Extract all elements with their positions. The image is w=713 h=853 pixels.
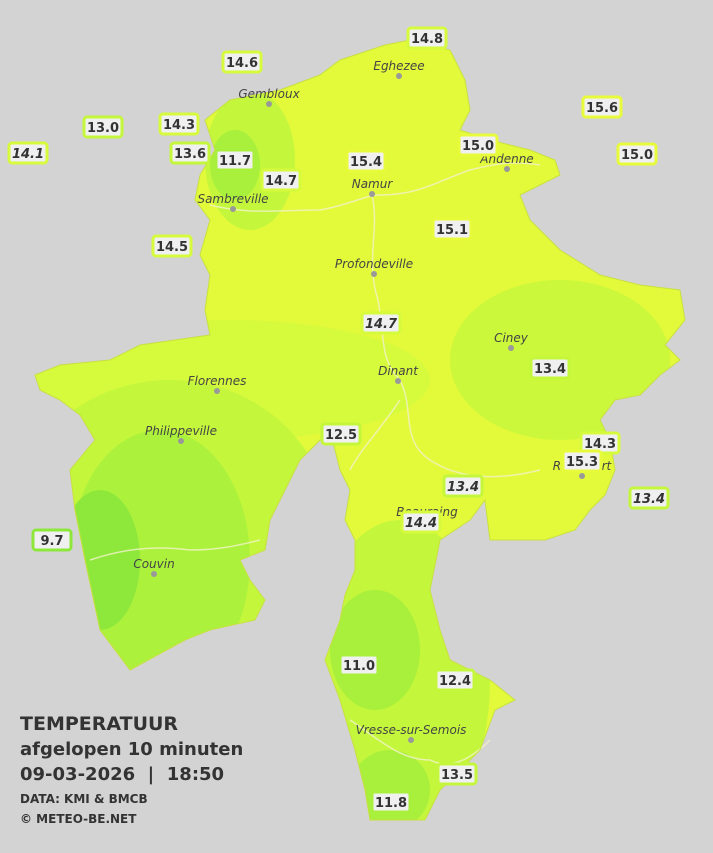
- city-label: Profondeville: [335, 257, 413, 271]
- zone: [330, 590, 420, 710]
- city-label: Couvin: [133, 557, 174, 571]
- station-value: 14.7: [265, 174, 297, 189]
- station-value: 13.6: [174, 147, 206, 162]
- station-box: [169, 141, 211, 165]
- station-box: [457, 133, 499, 157]
- cities: EghezeeGemblouxAndenneNamurSambrevillePr…: [133, 59, 613, 743]
- station-box: [345, 149, 387, 173]
- station-box: [214, 148, 256, 172]
- city-dot: [371, 271, 377, 277]
- station-box: [7, 141, 49, 165]
- city-dot: [214, 388, 220, 394]
- station-box: [434, 668, 476, 692]
- station-box: [338, 653, 380, 677]
- city-dot: [396, 73, 402, 79]
- station-box: [31, 528, 73, 552]
- station-value: 14.6: [226, 56, 258, 71]
- station-box: [628, 486, 670, 510]
- city-label: Sambreville: [197, 192, 268, 206]
- station-value: 14.1: [12, 147, 44, 162]
- station-value: 14.4: [405, 516, 437, 531]
- city-label: Vresse-sur-Semois: [356, 723, 467, 737]
- subtitle: afgelopen 10 minuten: [20, 739, 243, 760]
- station-value: 15.0: [621, 148, 653, 163]
- city-label: Namur: [352, 177, 394, 191]
- city-dot: [508, 345, 514, 351]
- river: [209, 162, 541, 212]
- station-value: 15.3: [566, 455, 598, 470]
- station-box: [581, 95, 623, 119]
- datetime: 09-03-2026 | 18:50: [20, 764, 224, 785]
- city-dot: [151, 571, 157, 577]
- city-dot: [408, 737, 414, 743]
- city-label: Ciney: [494, 331, 529, 345]
- station-box: [436, 762, 478, 786]
- station-box: [360, 311, 402, 335]
- copyright: © METEO-BE.NET: [20, 812, 137, 826]
- station-box: [400, 510, 442, 534]
- station-box: [82, 115, 124, 139]
- station-value: 12.4: [439, 674, 471, 689]
- station-value: 14.7: [365, 317, 398, 332]
- city-dot: [178, 438, 184, 444]
- city-label: Florennes: [188, 374, 247, 388]
- station-value: 11.7: [219, 154, 251, 169]
- city-dot: [579, 473, 585, 479]
- station-value: 11.8: [375, 796, 407, 811]
- station-value: 9.7: [40, 534, 63, 549]
- river: [349, 719, 491, 765]
- station-box: [431, 217, 473, 241]
- city-label: Philippeville: [145, 424, 217, 438]
- station-value: 15.0: [462, 139, 494, 154]
- station-value: 15.1: [436, 223, 468, 238]
- station-value: 13.4: [534, 362, 566, 377]
- city-label: Eghezee: [373, 59, 424, 73]
- station-box: [320, 422, 362, 446]
- river: [349, 399, 401, 471]
- station-box: [406, 26, 448, 50]
- source: DATA: KMI & BMCB: [20, 792, 148, 806]
- city-label: Dinant: [378, 364, 419, 378]
- station-box: [616, 142, 658, 166]
- station-box: [561, 449, 603, 473]
- station-value: 13.4: [633, 492, 665, 507]
- zone: [70, 430, 250, 690]
- river: [89, 539, 261, 561]
- station-value: 13.4: [447, 480, 479, 495]
- station-value: 12.5: [325, 428, 357, 443]
- station-value: 15.6: [586, 101, 618, 116]
- station-box: [260, 168, 302, 192]
- city-dot: [395, 378, 401, 384]
- station-value: 14.3: [163, 118, 195, 133]
- station-value: 11.0: [343, 659, 375, 674]
- city-dot: [504, 166, 510, 172]
- station-box: [151, 234, 193, 258]
- station-value: 15.4: [350, 155, 382, 170]
- title: TEMPERATUUR: [20, 713, 178, 735]
- city-dot: [369, 191, 375, 197]
- city-label: Gembloux: [238, 87, 300, 101]
- station-box: [370, 790, 412, 814]
- province-border: [34, 39, 686, 821]
- city-dot: [266, 101, 272, 107]
- station-value: 14.5: [156, 240, 188, 255]
- station-box: [529, 356, 571, 380]
- rivers: [89, 162, 541, 765]
- station-box: [442, 474, 484, 498]
- station-value: 14.8: [411, 32, 443, 47]
- station-box: [221, 50, 263, 74]
- station-value: 13.0: [87, 121, 119, 136]
- station-box: [158, 112, 200, 136]
- station-value: 14.3: [584, 437, 616, 452]
- station-value: 13.5: [441, 768, 473, 783]
- city-dot: [230, 206, 236, 212]
- stations: 14.8 14.6 15.6 13.0 14.3 14.1 13.6 11.7 15.0 15.0…: [7, 26, 670, 814]
